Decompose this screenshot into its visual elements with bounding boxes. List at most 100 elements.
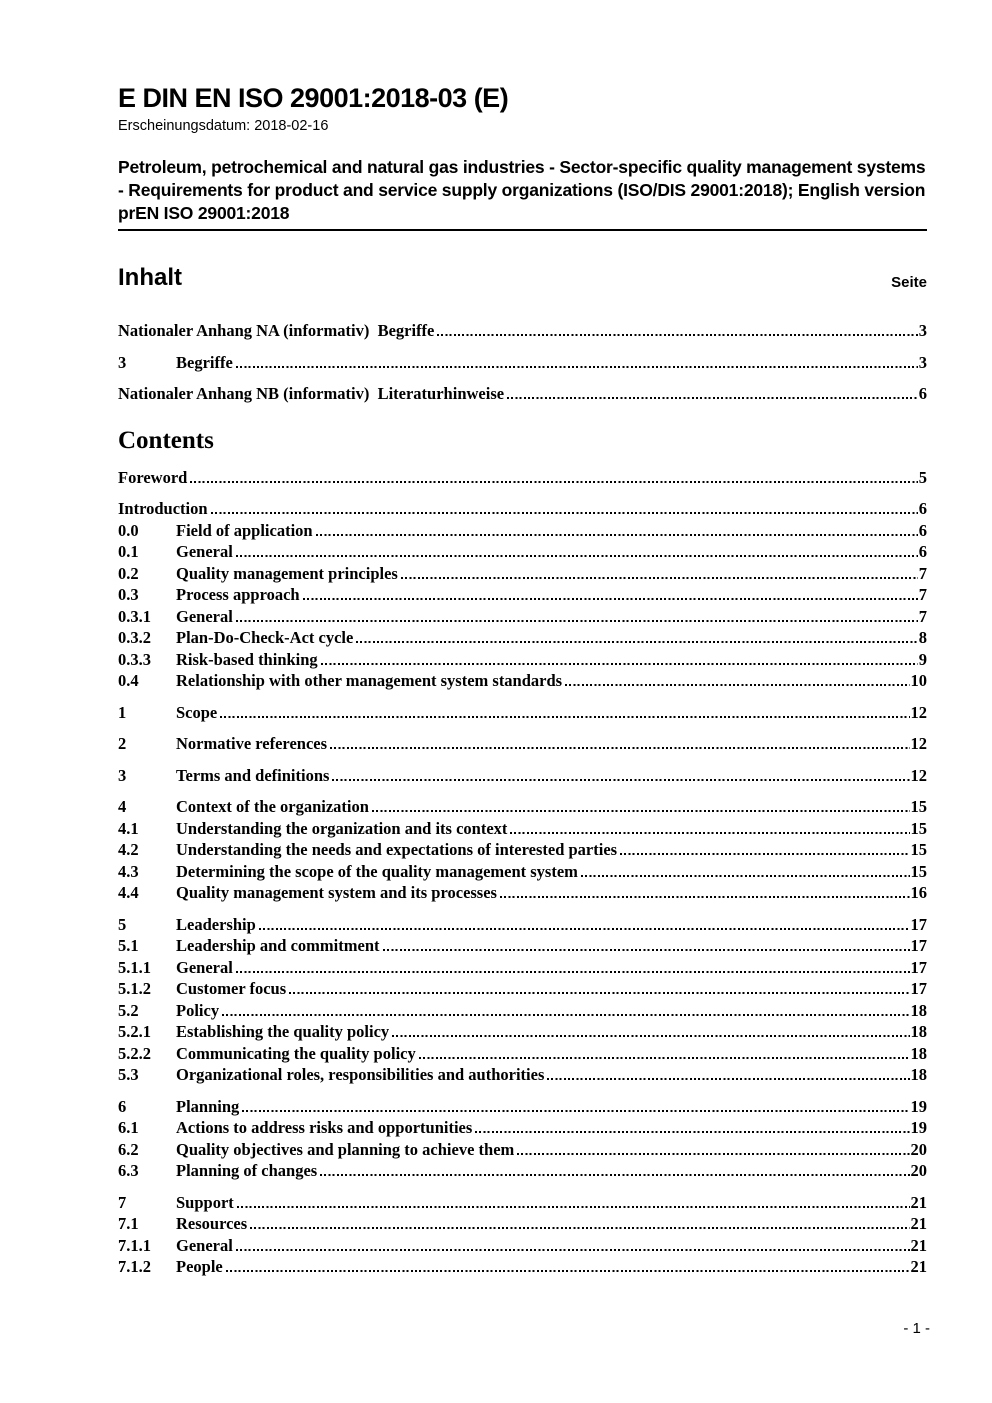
toc-entry-page: 3 xyxy=(918,352,927,372)
toc-entry-number: 1 xyxy=(118,702,127,722)
toc-entry[interactable]: 0.3.1 General 7 xyxy=(118,607,927,629)
toc-entry-label: Understanding the needs and expectations… xyxy=(176,840,618,859)
toc-entry-page: 21 xyxy=(910,1235,928,1255)
dot-leader xyxy=(235,365,918,368)
toc-entry[interactable]: 5 Leadership 17 xyxy=(118,915,927,937)
toc-group: 6 Planning 19 6.1 Actions to address risks a… xyxy=(118,1097,927,1183)
toc-entry[interactable]: 0.2 Quality management principles 7 xyxy=(118,564,927,586)
dot-leader xyxy=(382,949,910,951)
toc-entry-number: 7.1 xyxy=(118,1214,139,1233)
dot-leader xyxy=(302,598,918,600)
toc-entry-page: 20 xyxy=(910,1139,928,1159)
dot-leader xyxy=(289,992,910,994)
toc-group: 7 Support 21 7.1 Resources 21 7.1.1 General 21 7.… xyxy=(118,1193,927,1279)
toc-entry-number: 4.2 xyxy=(118,840,139,859)
toc-entry[interactable]: 7.1 Resources 21 xyxy=(118,1214,927,1236)
toc-entry-label: Quality management system and its proces… xyxy=(176,883,497,902)
toc-entry-label: Understanding the organization and its c… xyxy=(176,818,508,838)
toc-entry[interactable]: Nationaler Anhang NB (informativ) Litera… xyxy=(118,384,927,403)
dot-leader xyxy=(235,619,918,622)
toc-entry-label: Establishing the quality policy xyxy=(176,1022,390,1041)
header-divider xyxy=(118,229,927,231)
toc-entry[interactable]: 6.3 Planning of changes 20 xyxy=(118,1161,927,1183)
toc-entry-page: 19 xyxy=(910,1096,928,1116)
toc-group: 2 Normative references 12 xyxy=(118,734,927,756)
toc-entry-label: Scope xyxy=(176,702,218,722)
dot-leader xyxy=(418,1056,910,1059)
toc-entry[interactable]: 3 Terms and definitions 12 xyxy=(118,766,927,788)
toc-entry-page: 18 xyxy=(910,1065,928,1084)
toc-entry[interactable]: 7.1.1 General 21 xyxy=(118,1236,927,1258)
toc-entry-number: 0.4 xyxy=(118,671,139,690)
toc-entry[interactable]: Nationaler Anhang NA (informativ) Begrif… xyxy=(118,321,927,340)
toc-entry-label: Begriffe xyxy=(176,352,233,372)
toc-entry[interactable]: 5.2 Policy 18 xyxy=(118,1001,927,1023)
toc-group: 3 Terms and definitions 12 xyxy=(118,766,927,788)
toc-entry[interactable]: 4.3 Determining the scope of the quality … xyxy=(118,862,927,884)
toc-entry-number: 4.1 xyxy=(118,818,139,838)
publication-date: Erscheinungsdatum: 2018-02-16 xyxy=(118,118,329,134)
toc-entry[interactable]: 0.3.3 Risk-based thinking 9 xyxy=(118,650,927,672)
toc-entry-page: 17 xyxy=(910,914,928,934)
toc-entry[interactable]: 0.4 Relationship with other management sy… xyxy=(118,671,927,693)
toc-entry-number: 6.3 xyxy=(118,1161,139,1180)
dot-leader xyxy=(392,1035,910,1037)
toc-entry-label: Process approach xyxy=(176,585,300,604)
dot-leader xyxy=(320,662,918,665)
dot-leader xyxy=(507,397,918,399)
toc-entry-label: Introduction xyxy=(118,499,208,518)
toc-entry[interactable]: 0.0 Field of application 6 xyxy=(118,521,927,543)
toc-entry-page: 5 xyxy=(918,467,927,487)
toc-entry-number: 0.1 xyxy=(118,542,139,561)
toc-entry[interactable]: 0.3.2 Plan-Do-Check-Act cycle 8 xyxy=(118,628,927,650)
toc-entry[interactable]: 3 Begriffe 3 xyxy=(118,352,927,372)
toc-entry[interactable]: 4 Context of the organization 15 xyxy=(118,797,927,819)
toc-entry-number: 5.3 xyxy=(118,1065,139,1084)
dot-leader xyxy=(190,480,918,483)
dot-leader xyxy=(222,1013,910,1016)
toc-entry[interactable]: Introduction 6 xyxy=(118,499,927,521)
toc-entry[interactable]: 6.2 Quality objectives and planning to ac… xyxy=(118,1140,927,1162)
inhalt-toc: Nationaler Anhang NA (informativ) Begrif… xyxy=(118,321,927,403)
toc-entry-label: Foreword xyxy=(118,467,188,487)
toc-entry[interactable]: 5.1 Leadership and commitment 17 xyxy=(118,936,927,958)
toc-entry[interactable]: 5.1.2 Customer focus 17 xyxy=(118,979,927,1001)
toc-entry-number: 6 xyxy=(118,1096,127,1116)
toc-entry-page: 12 xyxy=(910,702,928,722)
toc-entry[interactable]: 1 Scope 12 xyxy=(118,703,927,725)
toc-entry[interactable]: 5.2.2 Communicating the quality policy 18 xyxy=(118,1044,927,1066)
toc-entry[interactable]: 0.3 Process approach 7 xyxy=(118,585,927,607)
toc-entry[interactable]: 6.1 Actions to address risks and opportun… xyxy=(118,1118,927,1140)
toc-entry-label: Leadership and commitment xyxy=(176,936,380,955)
toc-entry[interactable]: 0.1 General 6 xyxy=(118,542,927,564)
toc-entry[interactable]: 7 Support 21 xyxy=(118,1193,927,1215)
toc-entry[interactable]: 4.4 Quality management system and its pro… xyxy=(118,883,927,905)
toc-entry-page: 10 xyxy=(910,671,928,690)
toc-entry[interactable]: 4.1 Understanding the organization and it… xyxy=(118,819,927,841)
toc-entry-number: 3 xyxy=(118,352,127,372)
toc-entry[interactable]: 2 Normative references 12 xyxy=(118,734,927,756)
toc-entry-label: Determining the scope of the quality man… xyxy=(176,861,578,881)
toc-entry-label: Terms and definitions xyxy=(176,765,330,785)
toc-entry[interactable]: 7.1.2 People 21 xyxy=(118,1257,927,1279)
inhalt-heading: Inhalt xyxy=(118,264,182,291)
dot-leader xyxy=(236,1205,910,1208)
toc-entry[interactable]: Foreword 5 xyxy=(118,468,927,490)
dot-leader xyxy=(250,1227,910,1229)
toc-entry[interactable]: 6 Planning 19 xyxy=(118,1097,927,1119)
toc-entry[interactable]: 5.2.1 Establishing the quality policy 18 xyxy=(118,1022,927,1044)
toc-entry-page: 15 xyxy=(910,861,928,881)
toc-entry-page: 19 xyxy=(910,1118,928,1137)
toc-entry[interactable]: 5.3 Organizational roles, responsibilitie… xyxy=(118,1065,927,1087)
toc-entry-number: 4 xyxy=(118,797,127,816)
toc-entry-page: 17 xyxy=(910,936,928,955)
toc-entry-number: 7.1.1 xyxy=(118,1235,151,1255)
toc-entry[interactable]: 5.1.1 General 17 xyxy=(118,958,927,980)
toc-entry-page: 16 xyxy=(910,883,928,902)
toc-entry-page: 6 xyxy=(918,542,927,561)
toc-entry-page: 6 xyxy=(918,384,927,403)
dot-leader xyxy=(332,778,910,781)
toc-entry[interactable]: 4.2 Understanding the needs and expectati… xyxy=(118,840,927,862)
dot-leader xyxy=(356,641,918,643)
